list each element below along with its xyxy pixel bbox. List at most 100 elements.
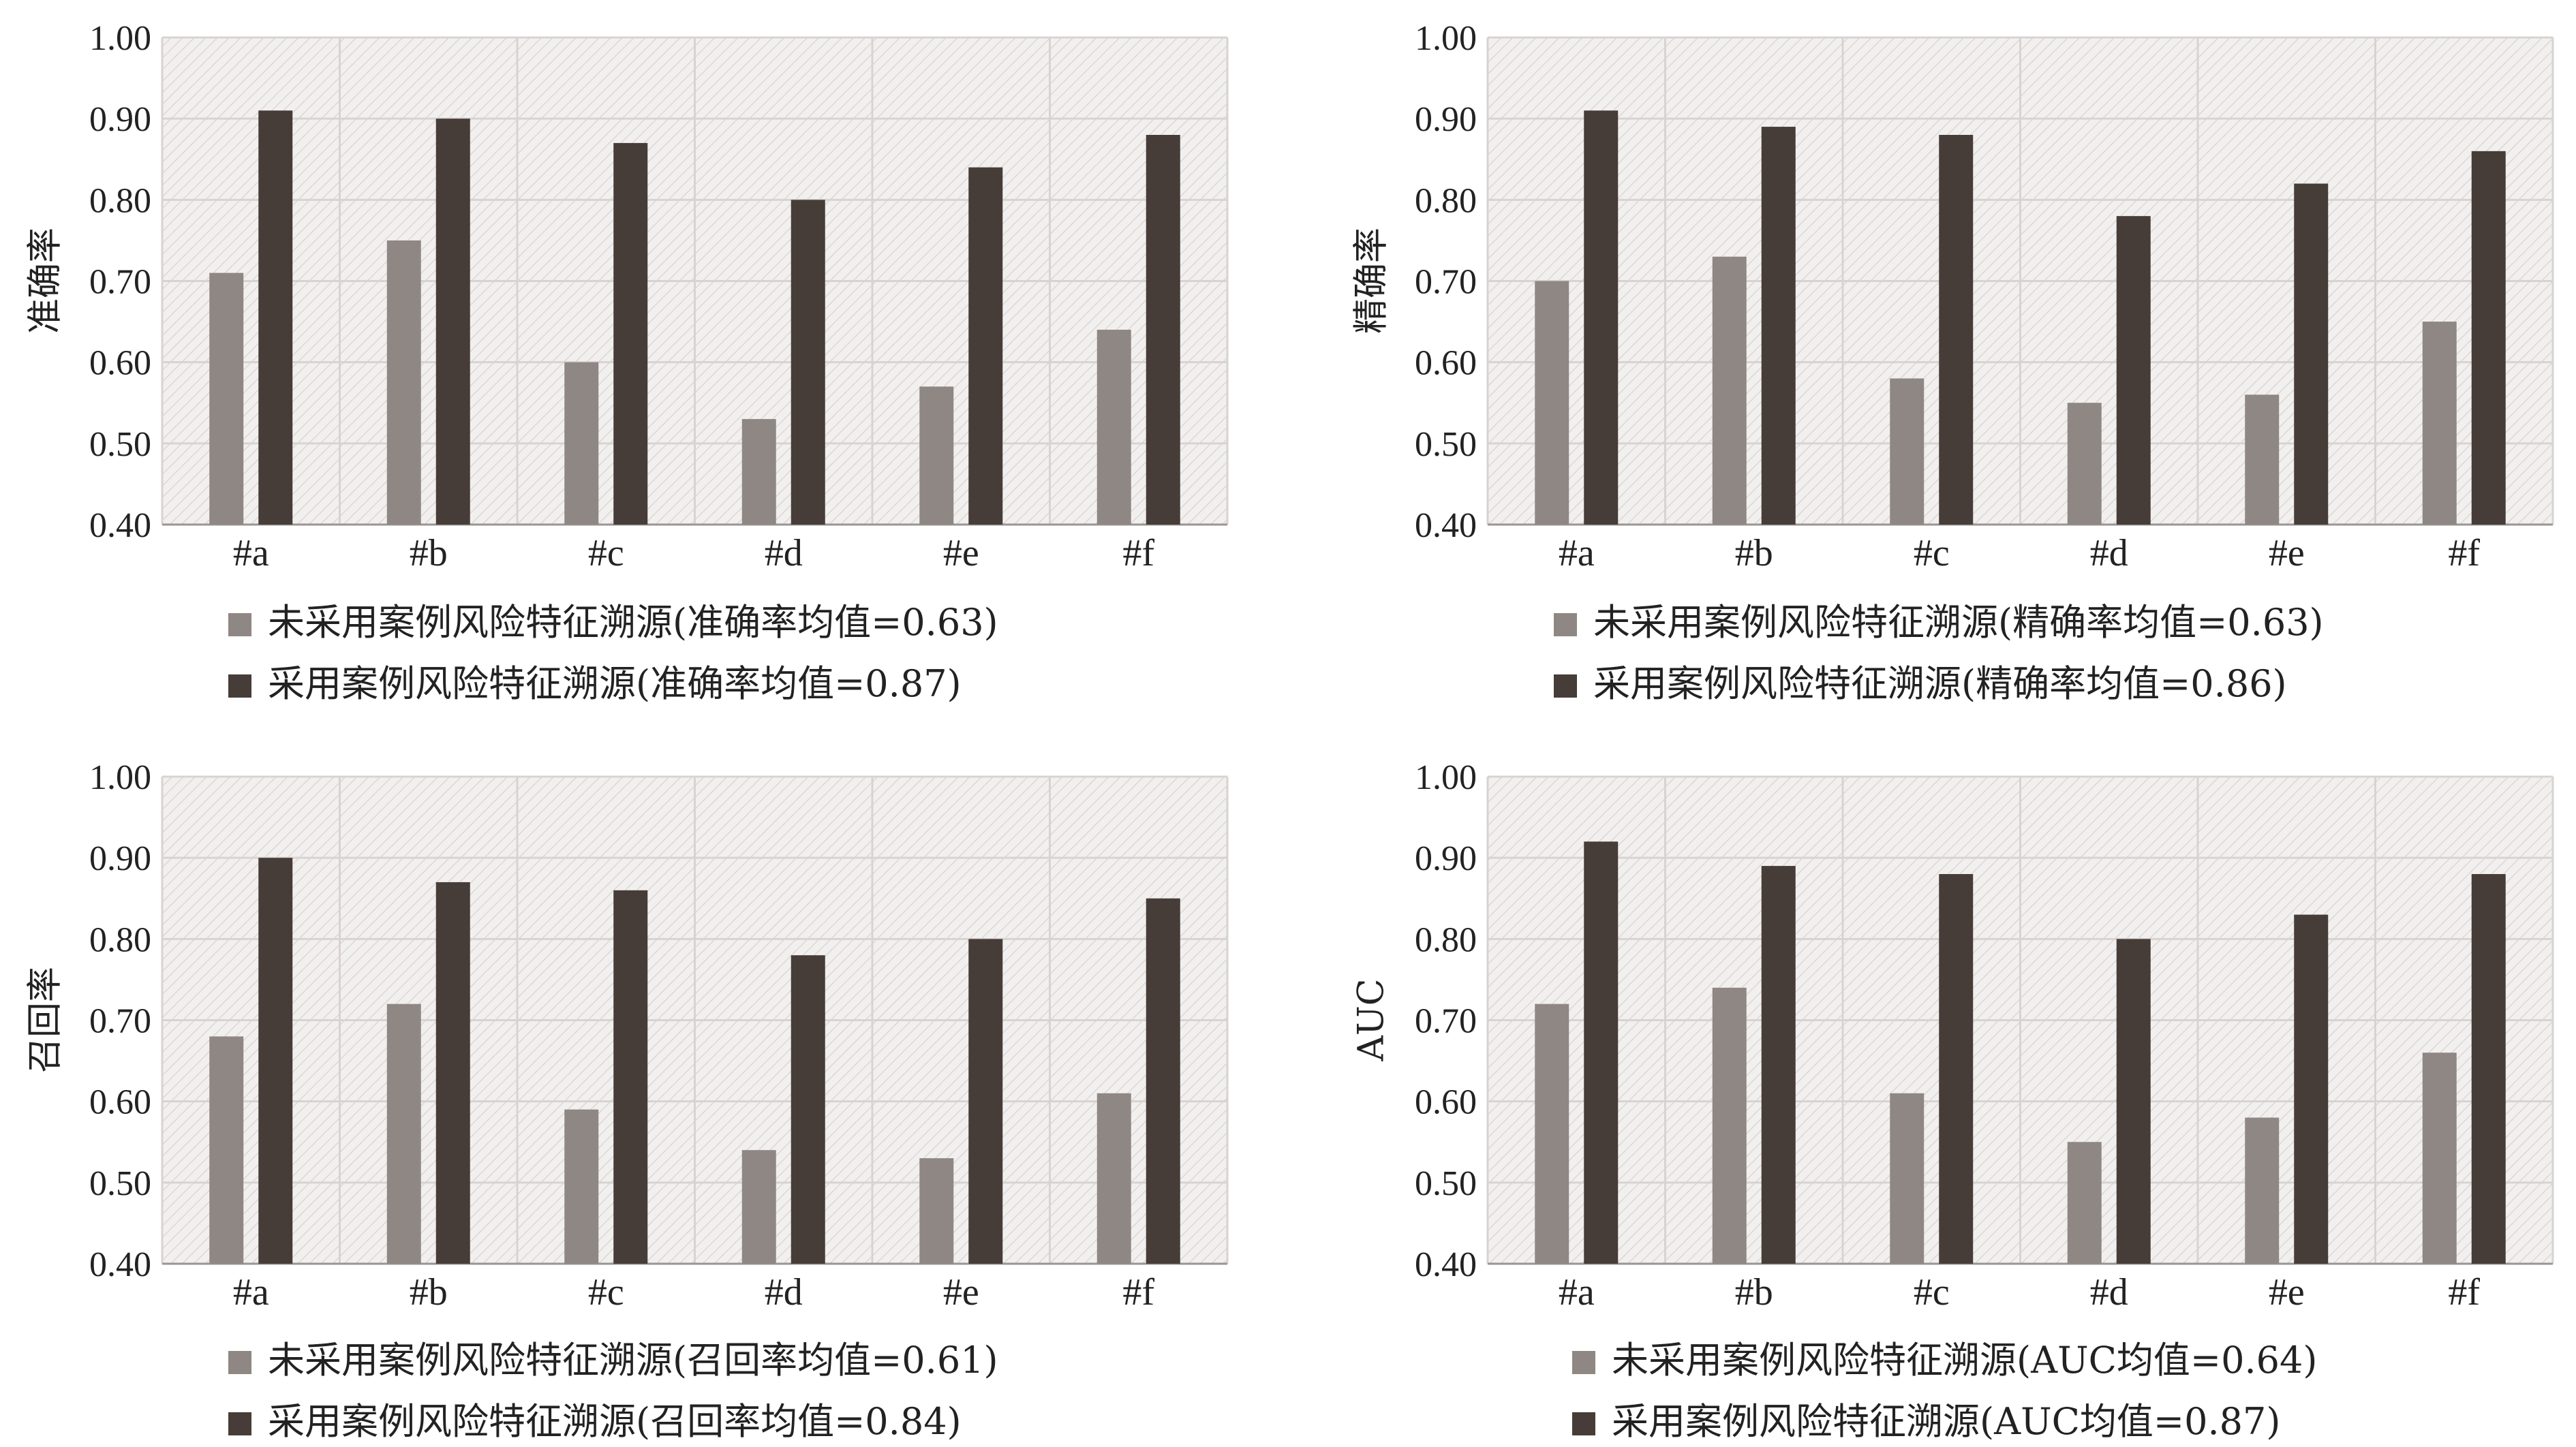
x-tick-label: #b [410,1271,448,1313]
legend-label: 未采用案例风险特征溯源(精确率均值=0.63) [1593,601,2324,644]
legend-label: 采用案例风险特征溯源(召回率均值=0.84) [268,1400,962,1443]
x-tick-label: #e [2269,1271,2305,1313]
y-tick-label: 0.40 [1415,506,1477,545]
x-tick-label: #b [1735,532,1773,574]
legend-label: 未采用案例风险特征溯源(AUC均值=0.64) [1612,1339,2317,1382]
x-tick-label: #d [765,532,803,574]
x-tick-label: #e [943,1271,979,1313]
y-tick-label: 0.80 [89,181,151,220]
x-tick-label: #c [588,532,624,574]
bar-not-used-c [1890,378,1925,525]
x-tick-label: #a [1559,1271,1595,1313]
x-tick-label: #c [588,1271,624,1313]
bar-used-b [435,119,470,525]
bar-used-a [258,858,293,1264]
chart-panel-4: 0.40 0.50 0.60 0.70 0.80 0.90 1.00 #a #b #c #d #e #f… [1351,758,2554,1443]
bar-not-used-e [2245,1117,2280,1264]
bar-not-used-d [2067,1142,2102,1264]
legend-label: 未采用案例风险特征溯源(准确率均值=0.63) [268,601,998,644]
bar-used-f [2471,151,2506,525]
bar-not-used-e [919,1158,954,1264]
bar-not-used-e [919,386,954,525]
x-tick-label: #a [233,1271,269,1313]
x-tick-label: #a [233,532,269,574]
bar-used-f [2471,874,2506,1264]
bar-not-used-b [1712,987,1747,1264]
bar-used-e [968,167,1003,525]
bar-used-d [791,955,825,1264]
y-tick-label: 0.80 [1415,181,1477,220]
bar-not-used-a [209,273,244,525]
bar-used-f [1146,135,1180,525]
y-axis-label: AUC [1351,978,1392,1061]
bar-used-e [2294,183,2329,525]
legend-label: 采用案例风险特征溯源(AUC均值=0.87) [1612,1400,2280,1443]
y-tick-label: 0.70 [89,1002,151,1041]
bar-used-a [1584,841,1619,1264]
legend-swatch [1572,1351,1595,1374]
x-tick-label: #f [2448,1271,2480,1313]
bar-not-used-b [386,240,421,525]
y-tick-label: 0.80 [89,920,151,959]
x-tick-label: #f [1122,532,1154,574]
bar-used-e [968,939,1003,1264]
y-axis-label: 准确率 [25,228,66,334]
legend-swatch [1572,1412,1595,1435]
y-tick-label: 0.60 [1415,344,1477,383]
bar-used-e [2294,914,2329,1264]
y-tick-label: 0.90 [89,100,151,139]
y-tick-label: 0.80 [1415,920,1477,959]
y-tick-label: 0.70 [1415,1002,1477,1041]
bar-used-c [613,890,648,1264]
bar-used-d [791,200,825,525]
y-tick-label: 0.50 [89,425,151,464]
x-tick-label: #b [410,532,448,574]
x-tick-label: #b [1735,1271,1773,1313]
legend-label: 采用案例风险特征溯源(精确率均值=0.86) [1593,662,2287,705]
y-tick-label: 0.70 [1415,263,1477,302]
legend-swatch [228,674,251,698]
y-axis-label: 精确率 [1351,228,1392,334]
legend-swatch [228,1351,251,1374]
legend-swatch [228,1412,251,1435]
bar-used-d [2116,939,2151,1264]
bar-not-used-c [564,1109,599,1264]
y-tick-label: 0.50 [1415,425,1477,464]
bar-used-f [1146,898,1180,1264]
x-tick-label: #c [1914,1271,1950,1313]
y-tick-label: 0.40 [1415,1245,1477,1284]
bar-used-b [435,882,470,1264]
bar-not-used-f [2422,322,2457,525]
y-axis-label: 召回率 [25,967,66,1073]
bar-not-used-d [741,1150,776,1264]
bar-used-c [1939,874,1974,1264]
y-tick-label: 1.00 [89,19,151,58]
bar-used-d [2116,216,2151,525]
y-tick-label: 1.00 [1415,758,1477,797]
x-tick-label: #c [1914,532,1950,574]
bar-not-used-d [2067,403,2102,525]
x-tick-label: #d [765,1271,803,1313]
chart-panel-3: 0.40 0.50 0.60 0.70 0.80 0.90 1.00 #a #b #c #d #e #f… [25,758,1229,1443]
x-tick-label: #e [943,532,979,574]
legend-swatch [228,613,251,636]
bar-not-used-c [564,362,599,525]
bar-used-a [1584,110,1619,525]
y-tick-label: 0.90 [1415,100,1477,139]
x-tick-label: #e [2269,532,2305,574]
x-tick-label: #a [1559,532,1595,574]
x-tick-label: #f [2448,532,2480,574]
bar-not-used-b [386,1003,421,1264]
y-tick-label: 0.60 [1415,1083,1477,1122]
y-tick-label: 0.90 [1415,839,1477,878]
legend-label: 采用案例风险特征溯源(准确率均值=0.87) [268,662,962,705]
bar-used-a [258,110,293,525]
chart-panel-2: 0.40 0.50 0.60 0.70 0.80 0.90 1.00 #a #b #c #d #e #f… [1351,19,2554,705]
bar-not-used-f [1097,330,1131,525]
bar-not-used-f [1097,1093,1131,1264]
x-tick-label: #d [2090,532,2128,574]
y-tick-label: 0.50 [89,1164,151,1203]
chart-panel-1: 0.40 0.50 0.60 0.70 0.80 0.90 1.00 #a #b #c #d #e #f… [25,19,1229,705]
